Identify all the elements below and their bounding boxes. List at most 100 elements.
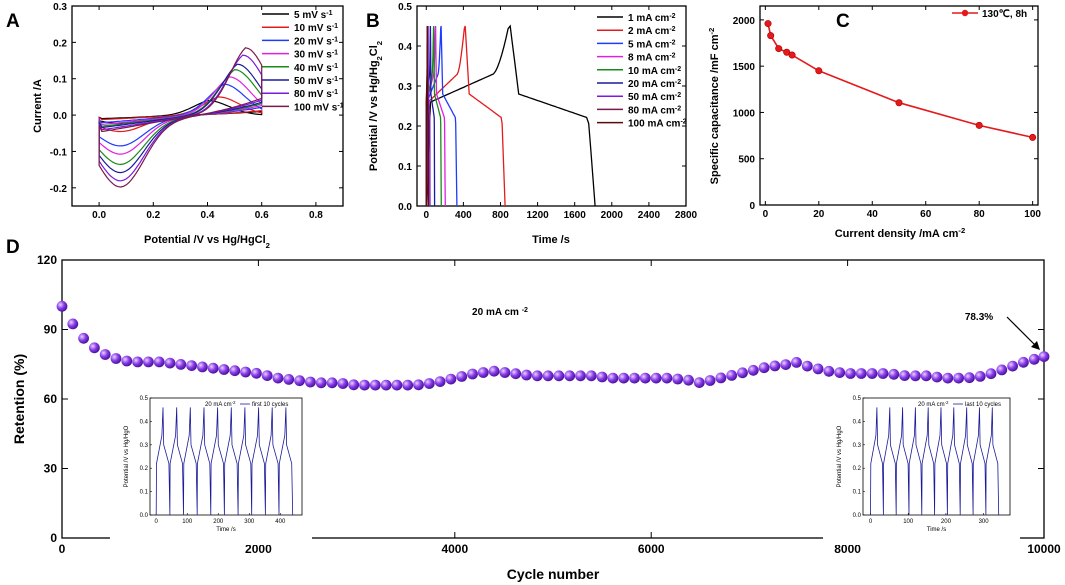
inset-2-y-tick-label: 0.4	[853, 419, 862, 425]
panel-d-marker	[564, 370, 576, 382]
inset-1-x-tick-label: 200	[213, 519, 224, 525]
text-part: Cl	[368, 45, 380, 56]
panel-label-a: A	[6, 11, 20, 32]
text-part: 80 mV s	[294, 89, 332, 100]
text-part: 2 mA cm	[628, 26, 669, 37]
panel-b-frame	[416, 5, 687, 207]
panel-d-marker	[888, 368, 900, 380]
inset-2-y-tick-label: 0.0	[853, 513, 862, 519]
text-part: -2	[232, 400, 236, 405]
inset-2-x-tick-label: 300	[979, 519, 990, 525]
panel-b-y-tick-label: 0.0	[398, 202, 412, 213]
inset-2-background	[823, 392, 1020, 545]
panel-c-x-tick-label: 60	[920, 209, 932, 220]
panel-d-x-tick-label: 10000	[1027, 542, 1061, 556]
panel-b-x-tick-label: 0	[423, 210, 429, 221]
panel-a-y-tick-label: 0.1	[53, 75, 67, 86]
text-part: -2	[680, 118, 686, 125]
panel-c-x-tick-label: 100	[1024, 209, 1041, 220]
panel-c-point	[775, 45, 783, 53]
panel-d-marker	[618, 372, 630, 384]
text-part: 2	[375, 41, 384, 45]
panel-b-gcd-curve-1	[425, 24, 596, 207]
panel-d-marker	[229, 365, 241, 377]
panel-d-marker	[575, 370, 586, 382]
text-part: 40 mV s	[294, 63, 332, 74]
panel-b-legend-1: 1 mA cm-2	[628, 13, 676, 25]
text-part: -2	[669, 26, 675, 33]
inset-2-x-axis-label: Time /s	[927, 527, 946, 533]
panel-a-x-tick-label: 0.0	[92, 210, 106, 221]
panel-c-y-tick-label: 2000	[733, 16, 756, 27]
text-part: -1	[332, 36, 338, 43]
panel-a-cv-curve-100	[98, 47, 263, 188]
inset-2-legend-series: last 10 cycles	[965, 402, 1001, 408]
panel-d-marker	[89, 342, 100, 354]
panel-d-marker	[413, 379, 424, 391]
panel-d-marker	[315, 377, 327, 389]
panel-d-marker	[391, 379, 403, 391]
panel-d-marker	[531, 370, 543, 382]
text-part: Potential /V vs Hg/HgCl	[144, 234, 266, 246]
panel-d-marker	[553, 370, 565, 382]
panel-b-x-tick-label: 2000	[601, 210, 624, 221]
panel-c-x-axis-label: Current density /mA cm-2	[835, 226, 966, 241]
panel-b-legend-10: 10 mA cm-2	[628, 65, 681, 77]
panel-d-marker	[218, 364, 230, 375]
text-part: Potential /V vs Hg/Hg	[368, 60, 380, 171]
panel-c-point	[895, 99, 903, 107]
inset-2-x-tick-label: 200	[941, 519, 952, 525]
panel-c-x-tick-label: 0	[763, 209, 769, 220]
panel-d-marker	[369, 379, 381, 391]
panel-a-x-axis-label: Potential /V vs Hg/HgCl2	[144, 234, 270, 250]
panel-d-marker	[207, 362, 219, 374]
inset-2-y-tick-label: 0.1	[853, 490, 862, 496]
panel-d-marker	[175, 359, 187, 370]
panel-d-marker	[661, 372, 673, 384]
inset-1-gcd-curve	[155, 407, 294, 516]
panel-d-marker	[456, 371, 468, 382]
panel-d-marker	[337, 378, 349, 389]
panel-d-marker	[737, 367, 748, 379]
panel-a-cv-curve-50	[98, 63, 263, 174]
panel-b-x-tick-label: 400	[455, 210, 472, 221]
panel-d-marker	[866, 368, 878, 379]
panel-d-marker	[488, 365, 500, 377]
panel-d-marker	[283, 374, 295, 385]
panel-d-marker	[985, 368, 997, 380]
panel-a-y-tick-label: 0.0	[53, 111, 67, 122]
panel-a-x-tick-label: 0.2	[146, 210, 160, 221]
panel-d-marker	[996, 364, 1008, 376]
panel-c-point	[783, 48, 791, 56]
panel-d-marker	[726, 370, 738, 381]
panel-d-marker	[542, 370, 554, 382]
panel-d-marker	[931, 371, 943, 383]
panel-c-point	[767, 32, 775, 40]
panel-b-x-tick-label: 800	[492, 210, 509, 221]
panel-c-point	[975, 121, 983, 129]
text-part: -2	[675, 79, 681, 86]
panel-b-legend-2: 2 mA cm-2	[628, 26, 676, 38]
text-part: -2	[707, 28, 716, 35]
panel-d-arrow-head	[1031, 341, 1040, 350]
panel-d-marker	[143, 356, 154, 368]
panel-d-marker	[445, 373, 457, 385]
inset-2-y-tick-label: 0.2	[853, 466, 862, 472]
panel-d-marker	[186, 360, 198, 371]
text-part: 5 mV s	[294, 10, 327, 21]
panel-d-y-tick-label: 90	[44, 323, 58, 337]
panel-b-x-tick-label: 2800	[675, 210, 698, 221]
panel-d-marker	[607, 372, 619, 384]
panel-a-cv-curve-30	[98, 76, 263, 155]
inset-2-x-tick-label: 100	[903, 519, 914, 525]
panel-d-marker	[672, 373, 684, 385]
text-part: -2	[675, 65, 681, 72]
panel-c-y-tick-label: 1000	[733, 108, 756, 119]
panel-c-frame	[759, 5, 1039, 206]
panel-d-marker	[164, 357, 176, 369]
inset-1-x-tick-label: 400	[275, 519, 286, 525]
inset-1-x-tick-label: 300	[244, 519, 255, 525]
panel-d-marker	[715, 372, 727, 384]
panel-a-y-axis-label: Current /A	[32, 79, 44, 133]
